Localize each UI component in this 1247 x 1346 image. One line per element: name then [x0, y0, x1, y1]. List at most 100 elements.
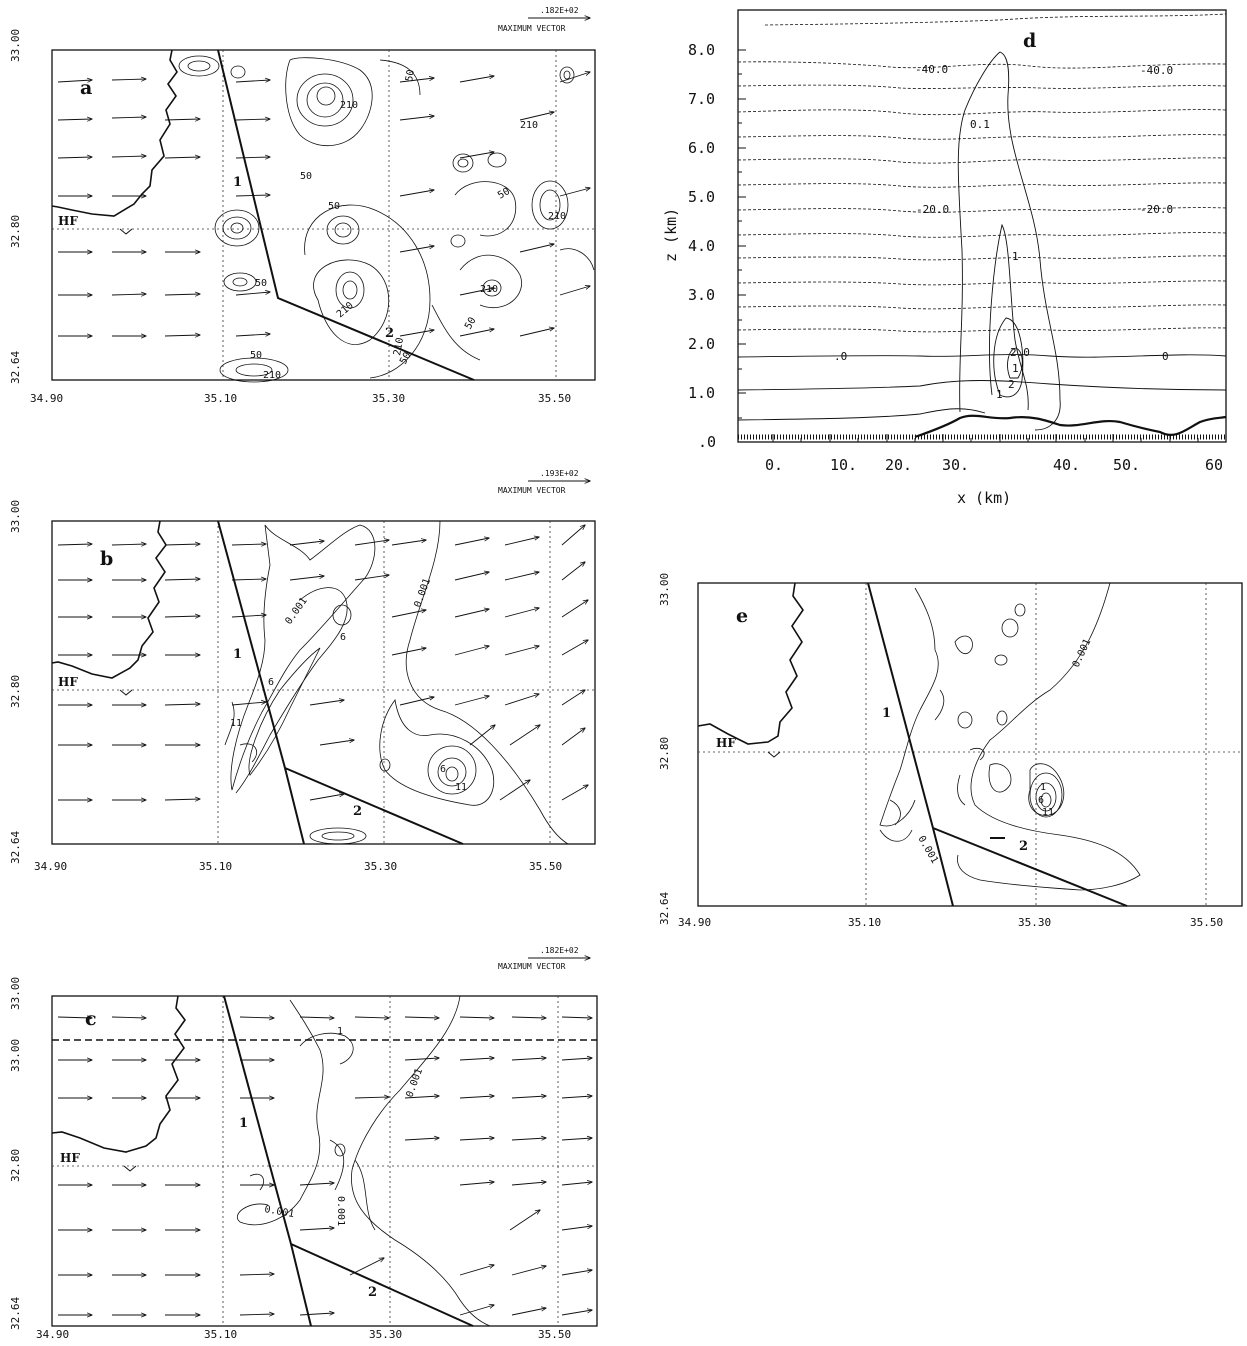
- contour-label: 1: [1012, 250, 1019, 263]
- contour-label: 2.0: [1010, 346, 1030, 359]
- contour-label: 6: [268, 677, 274, 688]
- panel-a-frame: [51, 49, 596, 381]
- contour-label: -40.0: [915, 63, 948, 76]
- contour-label: 50: [250, 350, 262, 361]
- panel-b-coast-notch: [119, 689, 133, 696]
- panel-b-max-vector-label: MAXIMUM VECTOR: [498, 486, 566, 495]
- lat-tick-label: 32.64: [658, 892, 671, 925]
- panel-a-grid: [52, 50, 595, 380]
- lon-tick-label: 35.30: [1018, 916, 1051, 929]
- lon-tick-label: 35.50: [538, 1328, 571, 1341]
- panel-e-coast-notch: [767, 751, 781, 758]
- panel-e-section-lines: [867, 582, 1128, 907]
- contour-label: -20.0: [916, 203, 949, 216]
- panel-d-terrain: [738, 414, 1227, 440]
- z-tick-label: 6.0: [688, 139, 715, 157]
- panel-d-z-axis: .0 1.0 2.0 3.0 4.0 5.0 6.0 7.0 8.0: [688, 41, 716, 451]
- z-tick-label: 3.0: [688, 286, 715, 304]
- lon-tick-label: 34.90: [34, 860, 67, 873]
- panel-b-frame: [51, 520, 596, 845]
- panel-a-max-vector: .182E+02 MAXIMUM VECTOR: [498, 6, 590, 33]
- lat-tick-label: 33.00: [9, 1039, 22, 1072]
- panel-e-frame: [697, 582, 1243, 907]
- contour-label: 11: [230, 718, 242, 729]
- lon-tick-label: 35.30: [369, 1328, 402, 1341]
- x-tick-label: 20.: [885, 456, 912, 474]
- panel-e-lon-axis: 34.90 35.10 35.30 35.50: [678, 916, 1223, 929]
- panel-a-line-label-1: 1: [233, 175, 242, 190]
- panel-b-station-label: HF: [58, 675, 78, 689]
- contour-label: 2: [1008, 378, 1015, 391]
- contour-label: 50: [398, 351, 414, 367]
- contour-label: 6: [340, 632, 346, 643]
- panel-c-max-vector: .182E+02 MAXIMUM VECTOR: [498, 946, 590, 971]
- x-tick-label: 50.: [1113, 456, 1140, 474]
- panel-b-max-vector: .193E+02 MAXIMUM VECTOR: [498, 469, 590, 495]
- contour-label: 0.001: [404, 1067, 425, 1099]
- panel-c-contour-labels: 1 0.001 0.001 0.001: [263, 1026, 425, 1226]
- panel-e-grid: [698, 583, 1242, 906]
- lat-tick-label: 33.00: [9, 500, 22, 533]
- lon-tick-label: 35.50: [538, 392, 571, 405]
- panel-d-terrain-line: [914, 414, 1227, 439]
- panel-e-coastline: [697, 582, 804, 745]
- panel-b-contour-labels: 0.001 6 6 11 0.001 6 11: [230, 577, 467, 793]
- panel-b-section-lines: [217, 520, 464, 845]
- panel-c-letter: c: [85, 1008, 97, 1030]
- lon-tick-label: 35.10: [204, 392, 237, 405]
- panel-d-z-ticks: [738, 49, 746, 419]
- panel-a: .182E+02 MAXIMUM VECTOR: [9, 6, 596, 405]
- panel-e-station-label: HF: [716, 736, 736, 750]
- panel-b-wind-field: [57, 525, 588, 800]
- panel-b-line-label-2: 2: [353, 804, 362, 819]
- contour-label: 6: [440, 764, 446, 775]
- lat-tick-label: 32.80: [9, 1149, 22, 1182]
- contour-label: 0.001: [335, 1196, 346, 1226]
- z-tick-label: 4.0: [688, 237, 715, 255]
- contour-label: 0.001: [412, 577, 433, 609]
- panel-c-max-vector-value: .182E+02: [540, 946, 579, 955]
- panel-d-x-axis-title: x (km): [957, 489, 1011, 507]
- panel-b-coastline: [51, 520, 167, 679]
- contour-label: -40.0: [1140, 64, 1173, 77]
- panel-b-letter: b: [100, 548, 113, 570]
- panel-c-contours: [237, 995, 491, 1327]
- panel-e-contours: [879, 582, 1141, 891]
- panel-e-line-label-1: 1: [882, 706, 891, 721]
- contour-label: -20.0: [1140, 203, 1173, 216]
- panel-c-lat-axis: 33.00 33.00 32.80 32.64: [9, 977, 22, 1330]
- contour-label: 50: [463, 316, 479, 332]
- panel-d-letter: d: [1023, 30, 1036, 52]
- contour-label: 210: [340, 100, 358, 111]
- panel-a-max-vector-label: MAXIMUM VECTOR: [498, 24, 566, 33]
- z-tick-label: 2.0: [688, 335, 715, 353]
- contour-label: 0.001: [263, 1204, 295, 1220]
- panel-b-lon-axis: 34.90 35.10 35.30 35.50: [34, 860, 562, 873]
- contour-label: 0.001: [1071, 637, 1094, 669]
- panel-a-wind-field: [57, 72, 590, 336]
- panel-d: d -40.0 -40.0 0.1 -20.0 -20.0 1 2.0 .0 0…: [662, 9, 1227, 507]
- panel-b-lat-axis: 33.00 32.80 32.64: [9, 500, 22, 864]
- x-tick-label: 40.: [1053, 456, 1080, 474]
- lat-tick-label: 32.80: [9, 215, 22, 248]
- panel-a-station-label: HF: [58, 214, 78, 228]
- panel-a-contour-labels: 50 210 210 50 50 50 210 50 210 210 50 50…: [250, 69, 566, 381]
- panel-a-lat-axis: 33.00 32.80 32.64: [9, 29, 22, 384]
- lon-tick-label: 35.50: [529, 860, 562, 873]
- lon-tick-label: 35.10: [199, 860, 232, 873]
- lat-tick-label: 33.00: [658, 573, 671, 606]
- contour-label: 1: [1012, 362, 1019, 375]
- panel-c-max-vector-label: MAXIMUM VECTOR: [498, 962, 566, 971]
- lon-tick-label: 35.10: [848, 916, 881, 929]
- panel-b-contours: [224, 520, 569, 845]
- panel-d-temperature-isolines: [737, 13, 1227, 333]
- contour-label: 0.001: [283, 596, 309, 627]
- panel-c-wind-field: [57, 1017, 592, 1315]
- contour-label: 6: [1038, 795, 1044, 806]
- lat-tick-label: 33.00: [9, 977, 22, 1010]
- contour-label: 50: [496, 186, 512, 202]
- panel-e-line-label-2: 2: [1019, 839, 1028, 854]
- panel-a-section-lines: [217, 49, 475, 381]
- panel-a-letter: a: [80, 77, 92, 99]
